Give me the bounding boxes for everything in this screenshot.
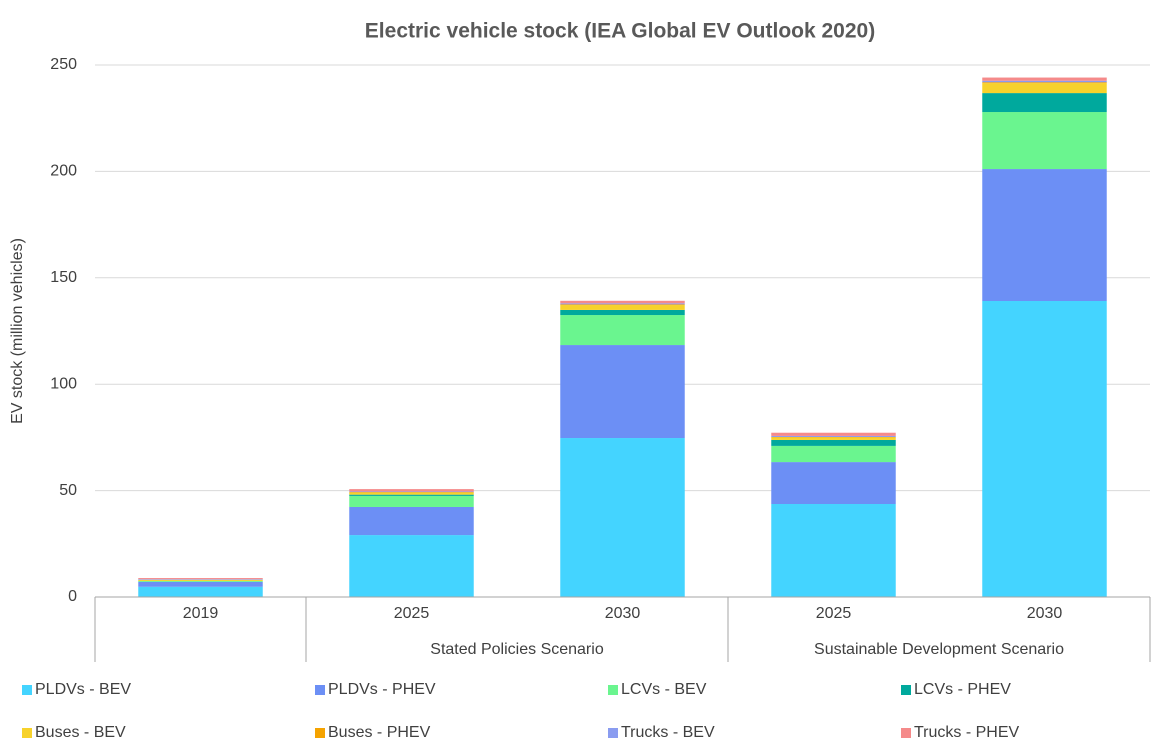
bar-segment: [138, 581, 263, 587]
bar-segment: [138, 579, 263, 581]
bar-segment: [349, 494, 474, 496]
x-tick-label: 2030: [605, 605, 641, 622]
bar-segment: [982, 300, 1107, 597]
legend-label: Buses - PHEV: [328, 724, 431, 741]
bar-segment: [560, 300, 685, 304]
x-tick-label: 2030: [1027, 605, 1063, 622]
y-tick-label: 150: [50, 269, 77, 286]
bar-segment: [560, 309, 685, 316]
bar-segment: [771, 445, 896, 463]
group-label: Stated Policies Scenario: [430, 641, 604, 658]
bar-segment: [982, 80, 1107, 83]
bar-segment: [349, 491, 474, 493]
legend-swatch: [22, 728, 32, 738]
legend-swatch: [901, 728, 911, 738]
bar-segment: [982, 82, 1107, 84]
bar-segment: [138, 579, 263, 580]
legend-swatch: [901, 685, 911, 695]
bar-segment: [982, 169, 1107, 301]
legend-label: PLDVs - PHEV: [328, 681, 436, 698]
legend-label: LCVs - BEV: [621, 681, 707, 698]
bar-segment: [771, 437, 896, 440]
legend-swatch: [608, 685, 618, 695]
y-tick-label: 50: [59, 482, 77, 499]
bar-segment: [560, 315, 685, 346]
legend-label: LCVs - PHEV: [914, 681, 1011, 698]
bar-segment: [771, 432, 896, 436]
legend-swatch: [315, 685, 325, 695]
y-tick-label: 100: [50, 375, 77, 392]
bar-segment: [771, 435, 896, 437]
legend-label: Buses - BEV: [35, 724, 126, 741]
x-tick-label: 2025: [394, 605, 430, 622]
bar-segment: [560, 304, 685, 306]
y-tick-label: 200: [50, 163, 77, 180]
y-axis-title: EV stock (million vehicles): [9, 238, 26, 424]
bar-segment: [771, 439, 896, 446]
bar-segment: [560, 303, 685, 305]
bar-segment: [349, 535, 474, 597]
bar-segment: [349, 506, 474, 536]
bar-segment: [349, 489, 474, 492]
y-tick-label: 0: [68, 588, 77, 605]
legend-label: Trucks - PHEV: [914, 724, 1020, 741]
bar-segment: [982, 77, 1107, 81]
bar-segment: [560, 345, 685, 439]
bar-segment: [138, 578, 263, 580]
legend-swatch: [315, 728, 325, 738]
chart-title: Electric vehicle stock (IEA Global EV Ou…: [365, 20, 875, 43]
group-label: Sustainable Development Scenario: [814, 641, 1064, 658]
legend-swatch: [608, 728, 618, 738]
legend-label: Trucks - BEV: [621, 724, 715, 741]
bar-segment: [349, 495, 474, 507]
bar-segment: [560, 438, 685, 597]
legend-label: PLDVs - BEV: [35, 681, 131, 698]
bar-segment: [982, 93, 1107, 113]
x-tick-label: 2025: [816, 605, 852, 622]
legend-swatch: [22, 685, 32, 695]
bar-segment: [138, 581, 263, 582]
y-tick-label: 250: [50, 56, 77, 73]
bar-segment: [138, 586, 263, 597]
bar-segment: [982, 112, 1107, 170]
bar-segment: [560, 305, 685, 310]
bar-segment: [982, 83, 1107, 94]
x-tick-label: 2019: [183, 605, 219, 622]
bar-segment: [771, 462, 896, 505]
bar-segment: [771, 504, 896, 597]
bar-segment: [349, 492, 474, 495]
